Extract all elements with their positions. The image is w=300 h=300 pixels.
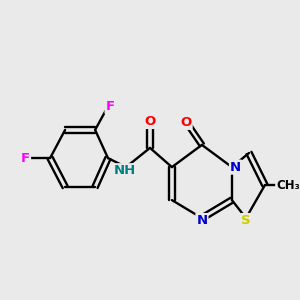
- Text: NH: NH: [113, 164, 136, 177]
- Text: N: N: [196, 214, 208, 227]
- Text: N: N: [230, 160, 241, 174]
- Text: F: F: [21, 152, 30, 165]
- Text: O: O: [144, 115, 156, 128]
- Text: O: O: [180, 116, 192, 129]
- Text: S: S: [241, 214, 251, 227]
- Text: F: F: [106, 100, 115, 113]
- Text: CH₃: CH₃: [276, 178, 300, 192]
